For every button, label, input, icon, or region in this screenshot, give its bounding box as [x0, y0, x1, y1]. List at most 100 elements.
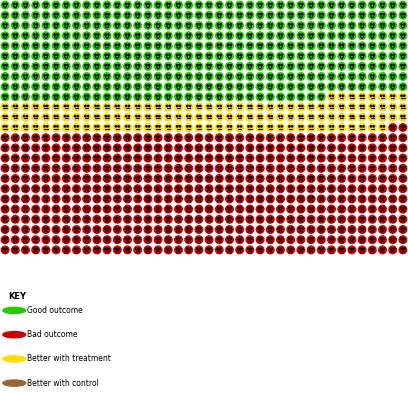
Circle shape [44, 116, 45, 117]
Circle shape [118, 228, 119, 229]
Circle shape [138, 64, 140, 66]
Circle shape [245, 11, 255, 20]
Circle shape [281, 197, 282, 198]
Circle shape [281, 156, 282, 158]
Circle shape [388, 113, 397, 122]
Circle shape [174, 92, 183, 101]
Circle shape [307, 143, 315, 152]
Circle shape [210, 95, 211, 96]
Circle shape [3, 13, 4, 15]
Circle shape [24, 13, 25, 15]
Circle shape [105, 217, 106, 219]
Circle shape [105, 197, 106, 198]
Circle shape [67, 34, 68, 35]
Circle shape [312, 228, 313, 229]
Circle shape [95, 116, 96, 117]
Circle shape [370, 217, 372, 219]
Circle shape [42, 154, 51, 163]
Circle shape [204, 62, 214, 71]
Circle shape [62, 31, 71, 40]
Circle shape [360, 136, 361, 137]
Circle shape [353, 238, 354, 239]
Circle shape [401, 64, 402, 66]
Circle shape [230, 217, 231, 219]
Circle shape [72, 164, 81, 173]
Circle shape [44, 136, 45, 137]
Circle shape [286, 72, 295, 81]
Circle shape [312, 126, 313, 127]
Circle shape [279, 95, 280, 96]
Circle shape [200, 156, 201, 158]
Circle shape [360, 44, 361, 46]
Circle shape [398, 205, 407, 213]
Circle shape [31, 31, 40, 40]
Circle shape [307, 113, 315, 122]
Circle shape [42, 143, 51, 152]
Circle shape [312, 167, 313, 168]
Circle shape [207, 85, 208, 86]
Circle shape [363, 238, 364, 239]
Circle shape [57, 156, 58, 158]
Circle shape [330, 95, 331, 96]
Circle shape [197, 238, 198, 239]
Circle shape [373, 177, 374, 178]
Circle shape [322, 116, 323, 117]
Circle shape [291, 136, 293, 137]
Circle shape [342, 85, 344, 86]
Circle shape [126, 116, 127, 117]
Circle shape [404, 85, 405, 86]
Circle shape [57, 34, 58, 35]
Circle shape [44, 95, 45, 96]
Circle shape [363, 126, 364, 127]
Circle shape [62, 123, 71, 132]
Circle shape [13, 85, 15, 86]
Circle shape [368, 1, 377, 9]
Circle shape [381, 248, 382, 250]
Circle shape [156, 34, 157, 35]
Circle shape [353, 228, 354, 229]
Circle shape [166, 64, 168, 66]
Circle shape [337, 164, 346, 173]
Circle shape [404, 187, 405, 188]
Circle shape [36, 207, 38, 209]
Circle shape [261, 3, 262, 5]
Circle shape [64, 44, 66, 46]
Circle shape [36, 136, 38, 137]
Circle shape [286, 143, 295, 152]
Circle shape [322, 85, 323, 86]
Circle shape [57, 187, 58, 188]
Circle shape [26, 34, 27, 35]
Circle shape [47, 105, 48, 107]
Circle shape [245, 1, 255, 9]
Circle shape [24, 44, 25, 46]
Circle shape [128, 64, 129, 66]
Circle shape [72, 103, 81, 112]
Circle shape [312, 24, 313, 25]
Circle shape [113, 245, 122, 254]
Circle shape [378, 174, 387, 183]
Circle shape [105, 116, 106, 117]
Circle shape [123, 113, 132, 122]
Circle shape [360, 34, 361, 35]
Circle shape [123, 92, 132, 101]
Circle shape [322, 126, 323, 127]
Circle shape [330, 116, 331, 117]
Circle shape [340, 54, 341, 56]
Circle shape [228, 13, 229, 15]
Circle shape [404, 238, 405, 239]
Circle shape [187, 217, 188, 219]
Circle shape [291, 187, 293, 188]
Circle shape [225, 92, 234, 101]
Circle shape [268, 3, 270, 5]
Circle shape [62, 72, 71, 81]
Circle shape [98, 105, 99, 107]
Circle shape [245, 72, 255, 81]
Circle shape [146, 85, 147, 86]
Circle shape [179, 228, 180, 229]
Circle shape [332, 238, 333, 239]
Circle shape [138, 13, 140, 15]
Circle shape [238, 136, 239, 137]
Circle shape [378, 62, 387, 71]
Circle shape [82, 235, 91, 244]
Circle shape [309, 64, 310, 66]
